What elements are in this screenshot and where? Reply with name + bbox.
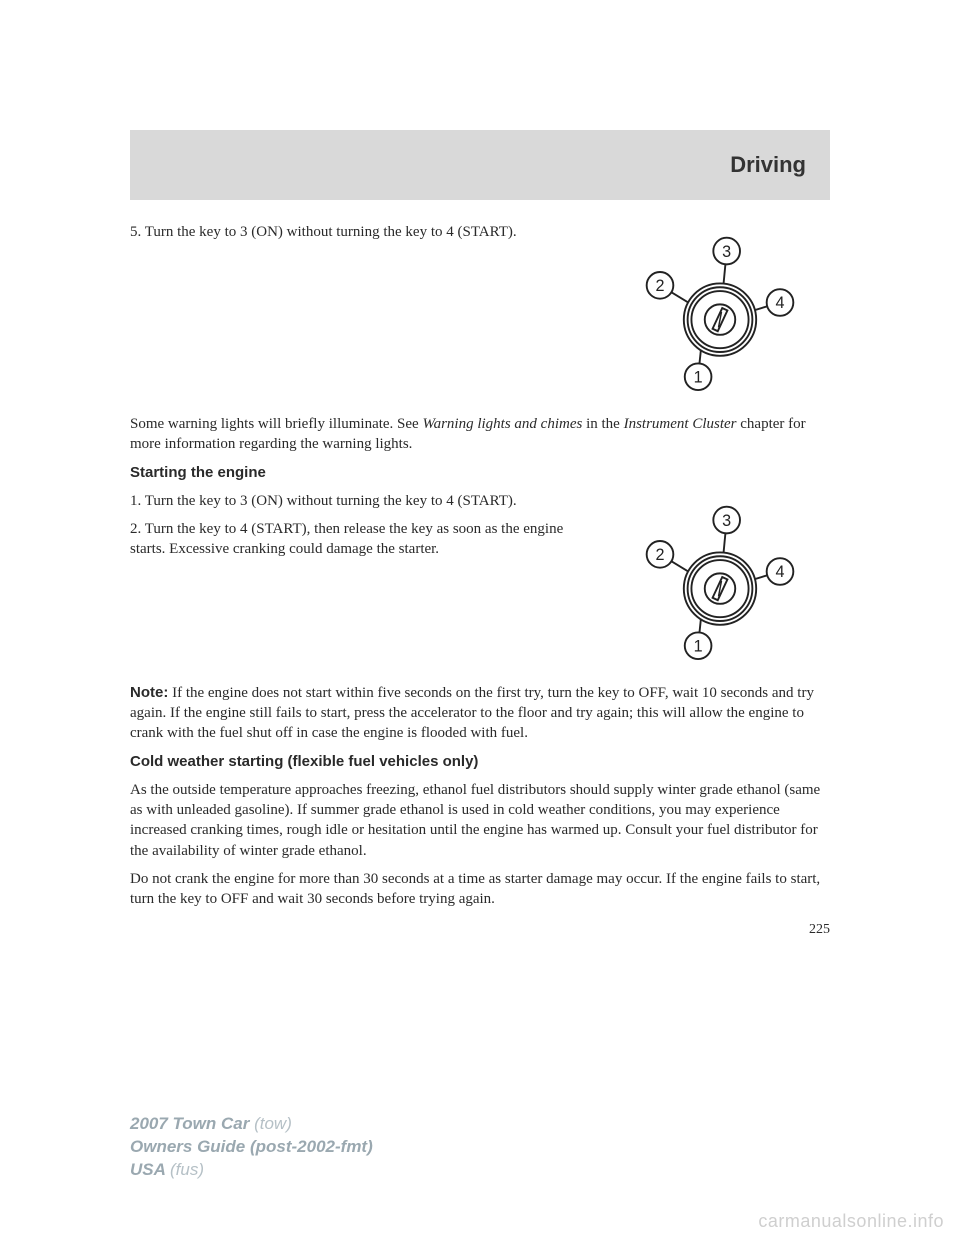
svg-text:4: 4 <box>775 294 784 312</box>
svg-text:3: 3 <box>722 512 731 530</box>
step5-text-col: 5. Turn the key to 3 (ON) without turnin… <box>130 222 610 250</box>
note-body: If the engine does not start within five… <box>130 685 814 742</box>
starting-engine-heading: Starting the engine <box>130 463 830 483</box>
warning-italic-1: Warning lights and chimes <box>422 416 582 432</box>
cold-weather-p2: Do not crank the engine for more than 30… <box>130 869 830 910</box>
ignition-switch-icon: 1 2 3 4 <box>620 491 820 671</box>
warning-intro: Some warning lights will briefly illumin… <box>130 416 422 432</box>
footer-code-2: (fus) <box>170 1160 204 1179</box>
svg-text:2: 2 <box>655 546 664 564</box>
svg-text:1: 1 <box>694 637 703 655</box>
watermark: carmanualsonline.info <box>758 1211 944 1232</box>
starting-step2: 2. Turn the key to 4 (START), then relea… <box>130 519 592 560</box>
svg-text:3: 3 <box>722 243 731 261</box>
footer-line-2: Owners Guide (post-2002-fmt) <box>130 1136 373 1159</box>
step5-row: 5. Turn the key to 3 (ON) without turnin… <box>130 222 830 402</box>
starting-step1: 1. Turn the key to 3 (ON) without turnin… <box>130 491 592 511</box>
note-lead: Note: <box>130 684 168 701</box>
footer-line-1: 2007 Town Car (tow) <box>130 1113 373 1136</box>
note-paragraph: Note: If the engine does not start withi… <box>130 683 830 744</box>
footer-code-1: (tow) <box>254 1114 292 1133</box>
svg-text:2: 2 <box>655 277 664 295</box>
svg-text:1: 1 <box>694 368 703 386</box>
footer-region: USA <box>130 1160 170 1179</box>
footer: 2007 Town Car (tow) Owners Guide (post-2… <box>130 1113 373 1182</box>
svg-text:4: 4 <box>775 563 784 581</box>
ignition-switch-icon: 1 2 3 4 <box>620 222 820 402</box>
page-number: 225 <box>130 921 830 940</box>
warning-lights-text: Some warning lights will briefly illumin… <box>130 414 830 455</box>
page: Driving 5. Turn the key to 3 (ON) withou… <box>0 0 960 1242</box>
section-header-bar: Driving <box>130 130 830 200</box>
cold-weather-heading: Cold weather starting (flexible fuel veh… <box>130 752 830 772</box>
step5-text: 5. Turn the key to 3 (ON) without turnin… <box>130 222 592 242</box>
ignition-figure-1: 1 2 3 4 <box>610 222 830 402</box>
footer-line-3: USA (fus) <box>130 1159 373 1182</box>
starting-text-col: 1. Turn the key to 3 (ON) without turnin… <box>130 491 610 568</box>
content: 5. Turn the key to 3 (ON) without turnin… <box>130 222 830 948</box>
section-title: Driving <box>730 152 806 178</box>
warning-italic-2: Instrument Cluster <box>624 416 737 432</box>
footer-model: 2007 Town Car <box>130 1114 254 1133</box>
warning-mid: in the <box>582 416 623 432</box>
starting-row: 1. Turn the key to 3 (ON) without turnin… <box>130 491 830 671</box>
cold-weather-p1: As the outside temperature approaches fr… <box>130 780 830 861</box>
ignition-figure-2: 1 2 3 4 <box>610 491 830 671</box>
